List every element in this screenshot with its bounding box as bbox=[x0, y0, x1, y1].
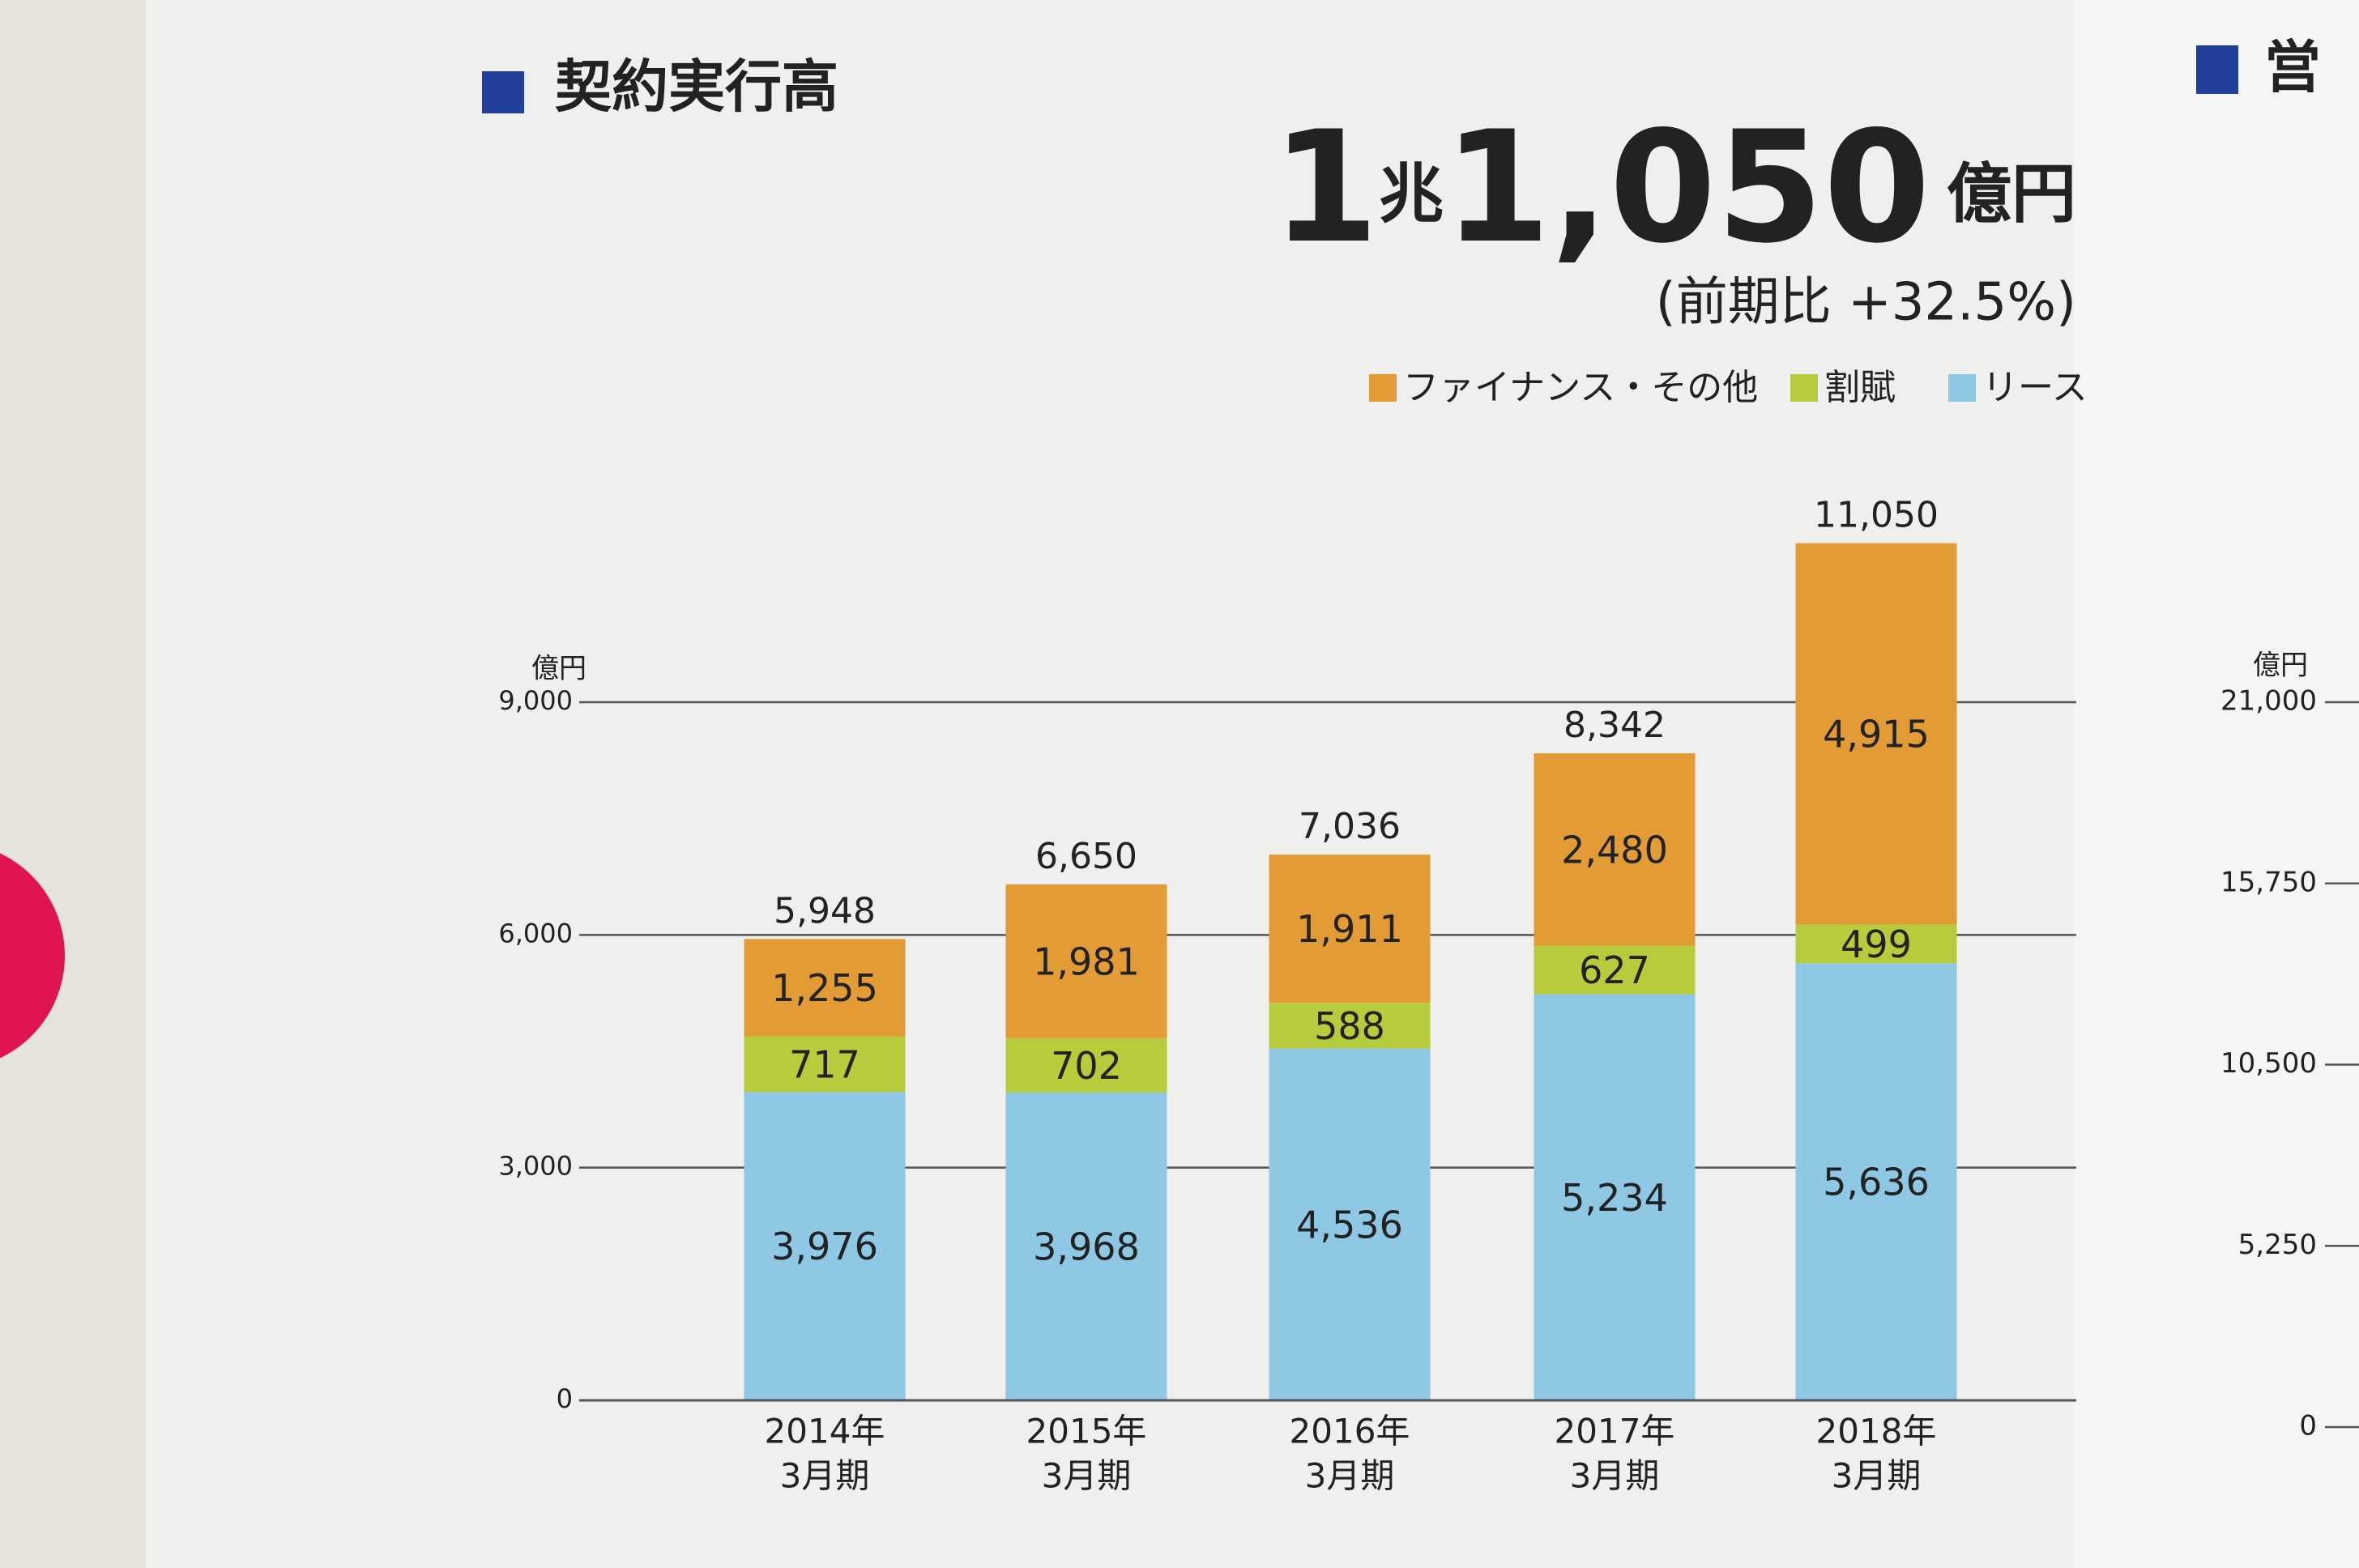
title-marker bbox=[2196, 45, 2238, 94]
bar-segment bbox=[1534, 994, 1696, 1400]
y-tick-label: 9,000 bbox=[498, 685, 573, 716]
legend-swatch bbox=[1369, 374, 1397, 402]
y-unit: 億円 bbox=[531, 653, 587, 685]
bar-segment bbox=[1795, 924, 1957, 964]
value-label: 627 bbox=[1579, 948, 1650, 992]
y-tick-label: 10,500 bbox=[2220, 1047, 2317, 1080]
value-label: 3,976 bbox=[771, 1225, 878, 1268]
x-tick-label: 3月期 bbox=[1305, 1456, 1395, 1496]
value-label: 3,968 bbox=[1033, 1225, 1140, 1268]
total-label: 11,050 bbox=[1814, 495, 1939, 536]
subtitle: (前期比 +32.5%) bbox=[1656, 273, 2076, 333]
title-marker bbox=[482, 71, 524, 113]
value-label: 1,981 bbox=[1033, 940, 1140, 983]
x-tick-label: 3月期 bbox=[1832, 1456, 1922, 1496]
x-tick-label: 2018年 bbox=[1816, 1412, 1937, 1451]
y-tick-label: 21,000 bbox=[2220, 685, 2317, 718]
bar-segment bbox=[744, 1092, 906, 1400]
headline-part: 1,050 bbox=[1444, 98, 1930, 277]
bar-segment bbox=[1005, 1038, 1167, 1093]
y-tick-label: 15,750 bbox=[2220, 866, 2317, 898]
value-label: 5,234 bbox=[1561, 1176, 1668, 1220]
bar-segment bbox=[1005, 884, 1167, 1038]
bar-segment bbox=[1795, 543, 1957, 925]
bar-segment bbox=[744, 939, 906, 1037]
value-label: 4,536 bbox=[1296, 1203, 1403, 1246]
legend-swatch bbox=[1790, 374, 1818, 402]
headline-part: 兆 bbox=[1379, 156, 1444, 232]
bar-segment bbox=[1269, 854, 1431, 1003]
value-label: 717 bbox=[789, 1042, 860, 1086]
x-tick-label: 3月期 bbox=[780, 1456, 870, 1496]
legend-label: 割賦 bbox=[1824, 367, 1896, 408]
headline: 1兆1,050 億円 bbox=[1272, 98, 2076, 277]
headline-part: 億円 bbox=[1947, 156, 2076, 232]
value-label: 2,480 bbox=[1561, 828, 1668, 871]
y-unit: 億円 bbox=[2253, 650, 2308, 682]
value-label: 702 bbox=[1051, 1044, 1122, 1088]
x-tick-label: 2017年 bbox=[1555, 1412, 1675, 1451]
total-label: 7,036 bbox=[1299, 806, 1401, 847]
value-label: 4,915 bbox=[1823, 713, 1930, 756]
red-mark bbox=[0, 853, 65, 1059]
bar-segment bbox=[1269, 1003, 1431, 1049]
value-label: 588 bbox=[1314, 1004, 1385, 1048]
legend-swatch bbox=[1948, 374, 1976, 402]
value-label: 1,255 bbox=[771, 966, 878, 1010]
legend-label: ファイナンス・その他 bbox=[1403, 367, 1758, 408]
x-tick-label: 2015年 bbox=[1026, 1412, 1147, 1451]
bar-segment bbox=[1269, 1048, 1431, 1400]
y-tick-label: 5,250 bbox=[2238, 1229, 2317, 1261]
total-label: 5,948 bbox=[774, 890, 876, 931]
chart-title: 営 bbox=[2264, 34, 2321, 100]
y-tick-label: 3,000 bbox=[498, 1151, 573, 1182]
bar-segment bbox=[1005, 1092, 1167, 1400]
bar-segment bbox=[744, 1036, 906, 1093]
x-tick-label: 3月期 bbox=[1570, 1456, 1660, 1496]
y-tick-label: 0 bbox=[557, 1383, 573, 1414]
left-page bbox=[0, 0, 146, 1568]
x-tick-label: 2014年 bbox=[765, 1412, 885, 1451]
value-label: 1,911 bbox=[1296, 907, 1403, 951]
x-tick-label: 3月期 bbox=[1042, 1456, 1132, 1496]
total-label: 8,342 bbox=[1563, 705, 1666, 746]
x-tick-label: 2016年 bbox=[1290, 1412, 1410, 1451]
value-label: 5,636 bbox=[1823, 1161, 1930, 1204]
bar-segment bbox=[1795, 963, 1957, 1400]
legend-label: リース bbox=[1982, 367, 2088, 408]
headline-part: 1 bbox=[1272, 98, 1379, 277]
y-tick-label: 6,000 bbox=[498, 918, 573, 948]
chart-title: 契約実行高 bbox=[555, 53, 838, 120]
right-page bbox=[2074, 0, 2359, 1568]
bar-segment bbox=[1534, 753, 1696, 946]
bar-segment bbox=[1534, 945, 1696, 995]
value-label: 499 bbox=[1841, 922, 1912, 966]
y-tick-label: 0 bbox=[2299, 1410, 2317, 1442]
total-label: 6,650 bbox=[1035, 836, 1137, 877]
